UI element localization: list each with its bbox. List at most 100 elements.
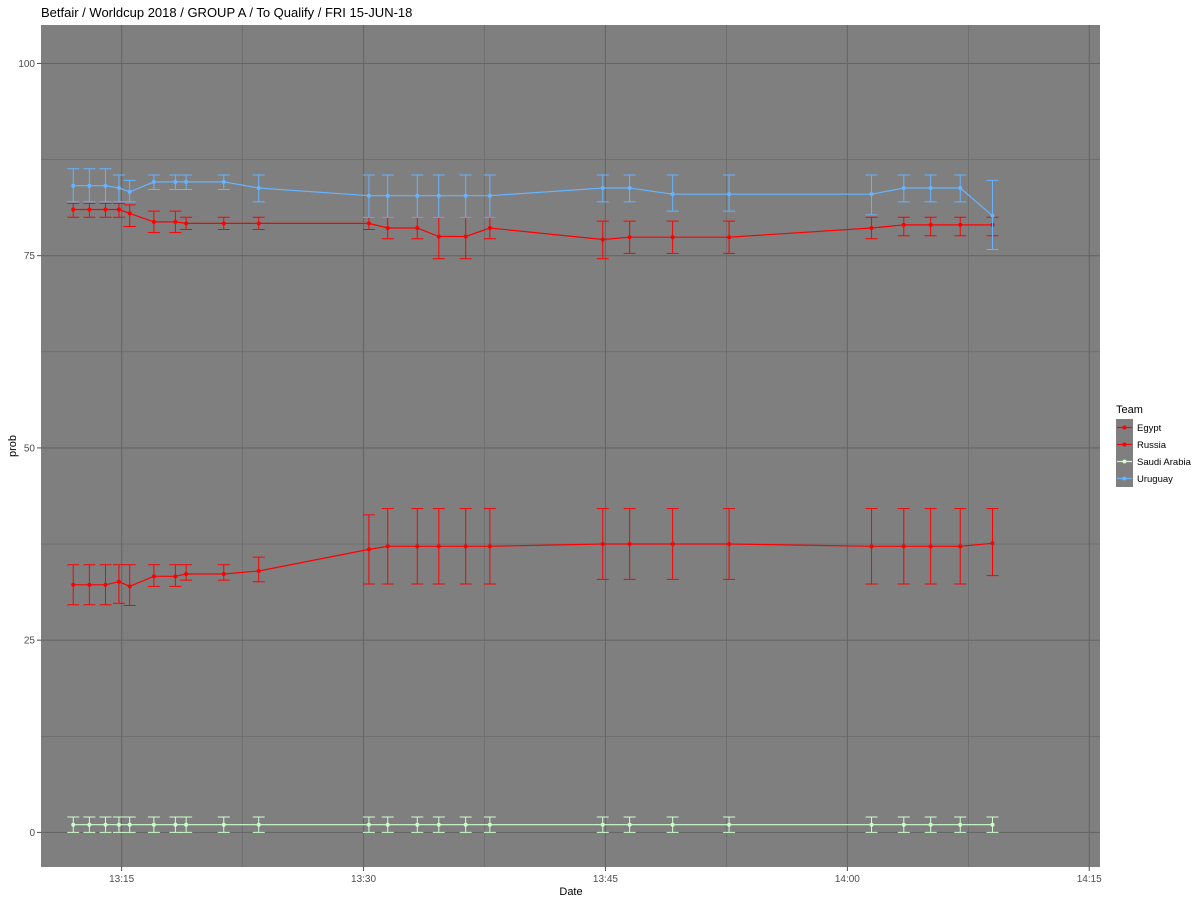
data-point [487,822,492,827]
data-point [958,544,963,549]
data-point [869,822,874,827]
data-point [173,179,178,184]
data-point [87,822,92,827]
data-point [385,226,390,231]
data-point [71,582,76,587]
data-point [385,193,390,198]
data-point [901,222,906,227]
data-point [990,541,995,546]
data-point [116,207,121,212]
data-point [627,186,632,191]
x-tick-label: 13:45 [593,874,618,885]
series-saudi-arabia [67,816,999,833]
x-axis-ticks: 13:15 13:30 13:45 14:00 14:15 [109,867,1102,885]
data-point [256,822,261,827]
data-point [901,186,906,191]
data-point [670,192,675,197]
data-point [127,822,132,827]
data-point [366,221,371,226]
data-point [600,542,605,547]
data-point [463,193,468,198]
legend-label: Russia [1137,440,1167,451]
data-point [184,822,189,827]
data-point [600,186,605,191]
data-point [727,822,732,827]
data-point [221,572,226,577]
legend-point [1122,425,1127,430]
data-point [928,222,933,227]
data-point [487,226,492,231]
data-point [727,235,732,240]
data-point [487,544,492,549]
data-point [256,221,261,226]
data-point [366,822,371,827]
legend: Team Egypt Russia Saudi Arabia Uruguay [1116,404,1192,487]
data-point [151,219,156,224]
data-point [256,568,261,573]
data-point [958,822,963,827]
data-point [116,579,121,584]
series-uruguay [67,168,999,251]
data-point [928,186,933,191]
data-point [727,192,732,197]
legend-point [1122,459,1127,464]
error-bar [123,204,136,227]
data-point [116,822,121,827]
data-point [127,189,132,194]
data-point [415,822,420,827]
legend-label: Uruguay [1137,474,1173,485]
data-point [71,183,76,188]
data-point [184,221,189,226]
data-point [366,547,371,552]
data-point [436,193,441,198]
data-point [173,219,178,224]
x-tick-label: 14:00 [835,874,860,885]
data-point [127,211,132,216]
data-point [127,584,132,589]
chart-title: Betfair / Worldcup 2018 / GROUP A / To Q… [41,5,412,20]
data-point [869,226,874,231]
legend-label: Saudi Arabia [1137,457,1192,468]
data-point [221,179,226,184]
data-point [436,234,441,239]
data-point [151,179,156,184]
data-point [463,234,468,239]
data-point [173,822,178,827]
legend-title: Team [1116,404,1143,416]
data-point [627,542,632,547]
data-point [87,582,92,587]
legend-point [1122,442,1127,447]
data-point [869,192,874,197]
y-tick-label: 100 [18,59,35,70]
data-point [184,572,189,577]
data-point [600,822,605,827]
data-point [71,822,76,827]
data-point [670,542,675,547]
y-tick-label: 50 [24,443,36,454]
data-point [928,544,933,549]
y-axis-label: prob [7,435,19,457]
x-axis-label: Date [559,886,582,898]
data-point [103,822,108,827]
data-point [366,193,371,198]
data-point [670,822,675,827]
data-point [116,186,121,191]
data-point [958,222,963,227]
data-point [670,235,675,240]
legend-point [1122,476,1127,481]
y-tick-label: 25 [24,636,36,647]
data-point [463,544,468,549]
data-point [103,207,108,212]
plot-panel [41,25,1100,867]
data-point [487,193,492,198]
data-point [415,193,420,198]
data-point [463,822,468,827]
data-point [151,574,156,579]
x-tick-label: 13:30 [351,874,376,885]
data-point [385,822,390,827]
data-point [869,544,874,549]
series-egypt [67,508,999,607]
series-russia [67,202,999,260]
legend-item: Russia [1116,436,1167,453]
